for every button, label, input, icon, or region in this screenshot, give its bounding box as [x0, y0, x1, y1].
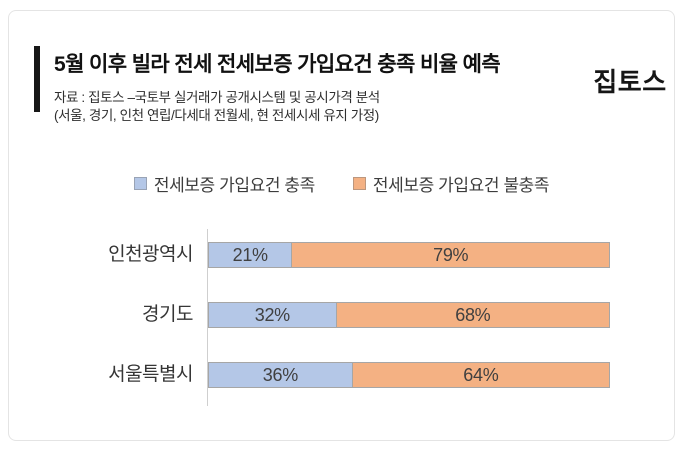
legend-swatch-unsatisfied-icon [352, 177, 366, 190]
source-line: 자료 : 집토스 –국토부 실거래가 공개시스템 및 공시가격 분석 [54, 90, 380, 105]
legend-item-unsatisfied: 전세보증 가입요건 불충족 [352, 171, 550, 196]
legend-label-unsatisfied: 전세보증 가입요건 불충족 [372, 176, 550, 195]
bar-segment-satisfied: 32% [208, 302, 337, 328]
bar-track: 21% 79% [208, 242, 610, 268]
bar-segment-unsatisfied: 79% [292, 242, 610, 268]
legend-item-satisfied: 전세보증 가입요건 충족 [133, 171, 315, 196]
bar-track: 36% 64% [208, 362, 610, 388]
bar-value-label: 32% [254, 304, 290, 325]
chart-subtitle: 자료 : 집토스 –국토부 실거래가 공개시스템 및 공시가격 분석 (서울, … [54, 89, 380, 125]
category-label: 서울특별시 [108, 364, 193, 385]
category-label: 인천광역시 [108, 244, 193, 265]
assumption-line: (서울, 경기, 인천 연립/다세대 전월세, 현 전세시세 유지 가정) [54, 108, 379, 123]
bar-segment-unsatisfied: 68% [336, 302, 610, 328]
bar-value-label: 79% [433, 244, 469, 265]
bar-segment-satisfied: 21% [208, 242, 293, 268]
bar-segment-satisfied: 36% [208, 362, 353, 388]
bar-segment-unsatisfied: 64% [352, 362, 610, 388]
category-label: 경기도 [142, 304, 193, 325]
legend-swatch-satisfied-icon [133, 177, 147, 190]
legend-label-satisfied: 전세보증 가입요건 충족 [153, 176, 315, 195]
title-accent-bar [34, 46, 40, 112]
bar-value-label: 36% [262, 364, 298, 385]
bar-value-label: 21% [232, 244, 268, 265]
chart-legend: 전세보증 가입요건 충족 전세보증 가입요건 불충족 [0, 171, 683, 196]
ziptoss-logo: 집토스 [593, 67, 667, 97]
y-axis-line [207, 229, 208, 406]
bar-row: 경기도 32% 68% [0, 302, 683, 328]
bar-value-label: 64% [463, 364, 499, 385]
bar-row: 인천광역시 21% 79% [0, 242, 683, 268]
bar-row: 서울특별시 36% 64% [0, 362, 683, 388]
chart-title: 5월 이후 빌라 전세 전세보증 가입요건 충족 비율 예측 [54, 53, 501, 76]
bar-track: 32% 68% [208, 302, 610, 328]
bar-value-label: 68% [455, 304, 491, 325]
